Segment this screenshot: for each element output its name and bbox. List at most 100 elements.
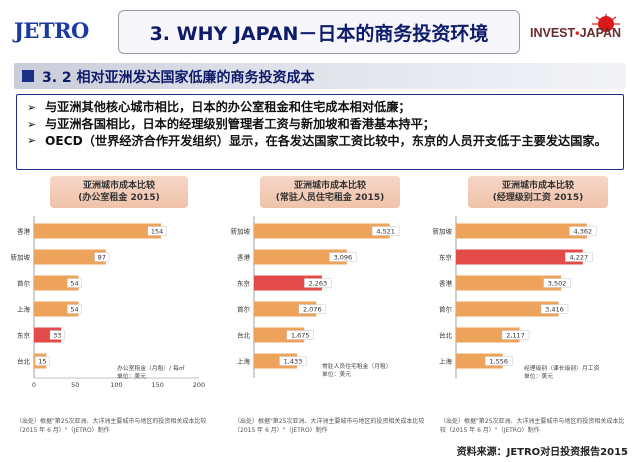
value-label-box (286, 330, 314, 340)
category-label: 新加坡 (231, 227, 251, 236)
footnote-chart-2: （出处）根据"第25次亚洲、大洋洲主要城市与地区的投资相关成本比较 （2015 … (234, 418, 424, 435)
unit-note: 常驻人员住宅租金（月租） (322, 362, 392, 370)
header: JETRO 3. WHY JAPAN－日本的商务投资环境 INVEST▪JAPA… (0, 0, 640, 62)
value-label: 54 (70, 306, 78, 314)
value-label-box (67, 278, 82, 288)
unit-note: 办公室租金（月租）/ 每㎡ (117, 364, 185, 372)
bullet-text: 与亚洲各国相比，日本的经理级别管理者工资与新加坡和香港基本持平； (45, 117, 435, 131)
category-label: 东京 (17, 331, 31, 340)
chart-title-line-2: (办公室租金 2015) (78, 193, 160, 203)
bar (456, 249, 583, 265)
value-label-box (67, 304, 82, 314)
category-label: 新加坡 (11, 253, 31, 262)
bar (456, 301, 559, 317)
bar (34, 223, 162, 239)
x-tick-label: 150 (152, 381, 164, 389)
value-label: 3,502 (548, 280, 567, 288)
bullet-text: 与亚洲其他核心城市相比，日本的办公室租金和住宅成本相对低廉； (45, 100, 411, 114)
value-label: 2,076 (303, 306, 322, 314)
footnote-line: （2015 年 6 月）"（JETRO）制作 (234, 426, 328, 434)
value-label: 2,263 (309, 280, 328, 288)
arrow-bullet-icon: ➢ (27, 118, 37, 131)
value-label-box (540, 304, 569, 314)
category-label: 东京 (439, 253, 453, 262)
section-square-icon (22, 70, 34, 82)
value-label: 4,362 (574, 228, 593, 236)
chart-title-line-1: 亚洲城市成本比较 (82, 181, 155, 191)
invest-japan-text: INVEST▪JAPAN (530, 26, 622, 40)
x-tick-label: 100 (110, 381, 122, 389)
source-note: 资料来源：JETRO对日投资报告2015 (456, 447, 628, 458)
value-label: 87 (98, 254, 106, 262)
bar (456, 275, 562, 291)
category-label: 香港 (17, 227, 31, 236)
bar (456, 223, 587, 239)
category-label: 首尔 (439, 305, 453, 314)
bar (254, 249, 347, 265)
value-label-box (34, 356, 50, 366)
value-label-box (279, 356, 307, 366)
footnote-line: （出处）根据"第25次亚洲、大洋洲主要城市与地区的投资相关成本比 (440, 418, 625, 425)
bullet-item: ➢ 与亚洲其他核心城市相比，日本的办公室租金和住宅成本相对低廉； (27, 99, 615, 116)
value-label-box (371, 226, 400, 236)
arrow-bullet-icon: ➢ (27, 134, 37, 147)
value-label-box (304, 278, 332, 288)
invest-japan-logo: INVEST▪JAPAN (526, 14, 636, 54)
bullet-box: ➢ 与亚洲其他核心城市相比，日本的办公室租金和住宅成本相对低廉； ➢ 与亚洲各国… (16, 94, 624, 170)
chart-title: 亚洲城市成本比较 (经理级别工资 2015) (468, 176, 608, 208)
value-label-box (484, 356, 513, 366)
category-label: 台北 (237, 331, 251, 340)
category-label: 新加坡 (433, 227, 453, 236)
value-label-box (329, 252, 357, 262)
value-label-box (543, 278, 571, 288)
value-label-box (94, 252, 110, 262)
section-bar: 3. 2 相对亚洲发达国家低廉的商务投资成本 (14, 63, 626, 89)
footnote-chart-1: （出处）根据"第25次亚洲、大洋洲主要城市与地区的投资相关成本比较 （2015 … (16, 418, 206, 435)
category-label: 首尔 (17, 279, 31, 288)
section-heading: 3. 2 相对亚洲发达国家低廉的商务投资成本 (42, 70, 315, 86)
bullet-item: ➢ 与亚洲各国相比，日本的经理级别管理者工资与新加坡和香港基本持平； (27, 116, 615, 133)
value-label-box (569, 226, 597, 236)
footnote-line: 较（2015 年 6 月）"（JETRO）制作 (440, 426, 540, 434)
value-label: 1,675 (291, 332, 310, 340)
value-label-box (147, 226, 167, 236)
value-label-box (298, 304, 326, 314)
value-label: 4,227 (570, 254, 589, 262)
bar (34, 249, 106, 265)
category-label: 台北 (17, 357, 31, 366)
chart-title: 亚洲城市成本比较 (办公室租金 2015) (50, 176, 188, 208)
jetro-logo: JETRO (14, 18, 89, 43)
bullet-item: ➢ OECD（世界经济合作开发组织）显示，在各发达国家工资比较中，东京的人员开支… (27, 133, 615, 149)
value-label: 3,416 (545, 306, 564, 314)
value-label: 2,117 (506, 332, 525, 340)
chart-title-line-1: 亚洲城市成本比较 (293, 181, 366, 191)
value-label: 1,433 (284, 358, 303, 366)
category-label: 东京 (237, 279, 251, 288)
chart-title: 亚洲城市成本比较 (常驻人员住宅租金 2015) (260, 176, 400, 208)
bar-plot: 154 香港 87 新加坡 54 首尔 54 上海 33 东京 15 台北 0 50 100 150 200 办公… (11, 216, 205, 389)
value-label: 154 (151, 228, 163, 236)
chart-title-line-2: (经理级别工资 2015) (492, 193, 584, 203)
bar (254, 223, 390, 239)
footnote-line: （出处）根据"第25次亚洲、大洋洲主要城市与地区的投资相关成本比较 (234, 418, 425, 425)
chart-title-line-2: (常驻人员住宅租金 2015) (275, 193, 385, 203)
title-box: 3. WHY JAPAN－日本的商务投资环境 (118, 10, 520, 54)
value-label-box (565, 252, 593, 262)
category-label: 上海 (17, 305, 31, 314)
category-label: 上海 (439, 357, 453, 366)
unit-note: 经理级别（课长级别）月工资 (524, 364, 600, 372)
chart-title-line-1: 亚洲城市成本比较 (501, 181, 574, 191)
arrow-bullet-icon: ➢ (27, 101, 37, 114)
category-label: 香港 (439, 279, 453, 288)
footnote-chart-3: （出处）根据"第25次亚洲、大洋洲主要城市与地区的投资相关成本比 较（2015 … (440, 418, 624, 435)
value-label: 33 (53, 332, 61, 340)
value-label: 54 (70, 280, 78, 288)
x-tick-label: 50 (71, 381, 79, 389)
bullet-text: OECD（世界经济合作开发组织）显示，在各发达国家工资比较中，东京的人员开支低于… (45, 134, 607, 148)
footnote-line: （出处）根据"第25次亚洲、大洋洲主要城市与地区的投资相关成本比较 (16, 418, 207, 425)
sun-icon (598, 16, 614, 32)
footnote-line: （2015 年 6 月）"（JETRO）制作 (16, 426, 110, 434)
unit-note: 单位：美元 (117, 372, 146, 380)
value-label: 4,521 (376, 228, 395, 236)
x-tick-label: 200 (193, 381, 205, 389)
